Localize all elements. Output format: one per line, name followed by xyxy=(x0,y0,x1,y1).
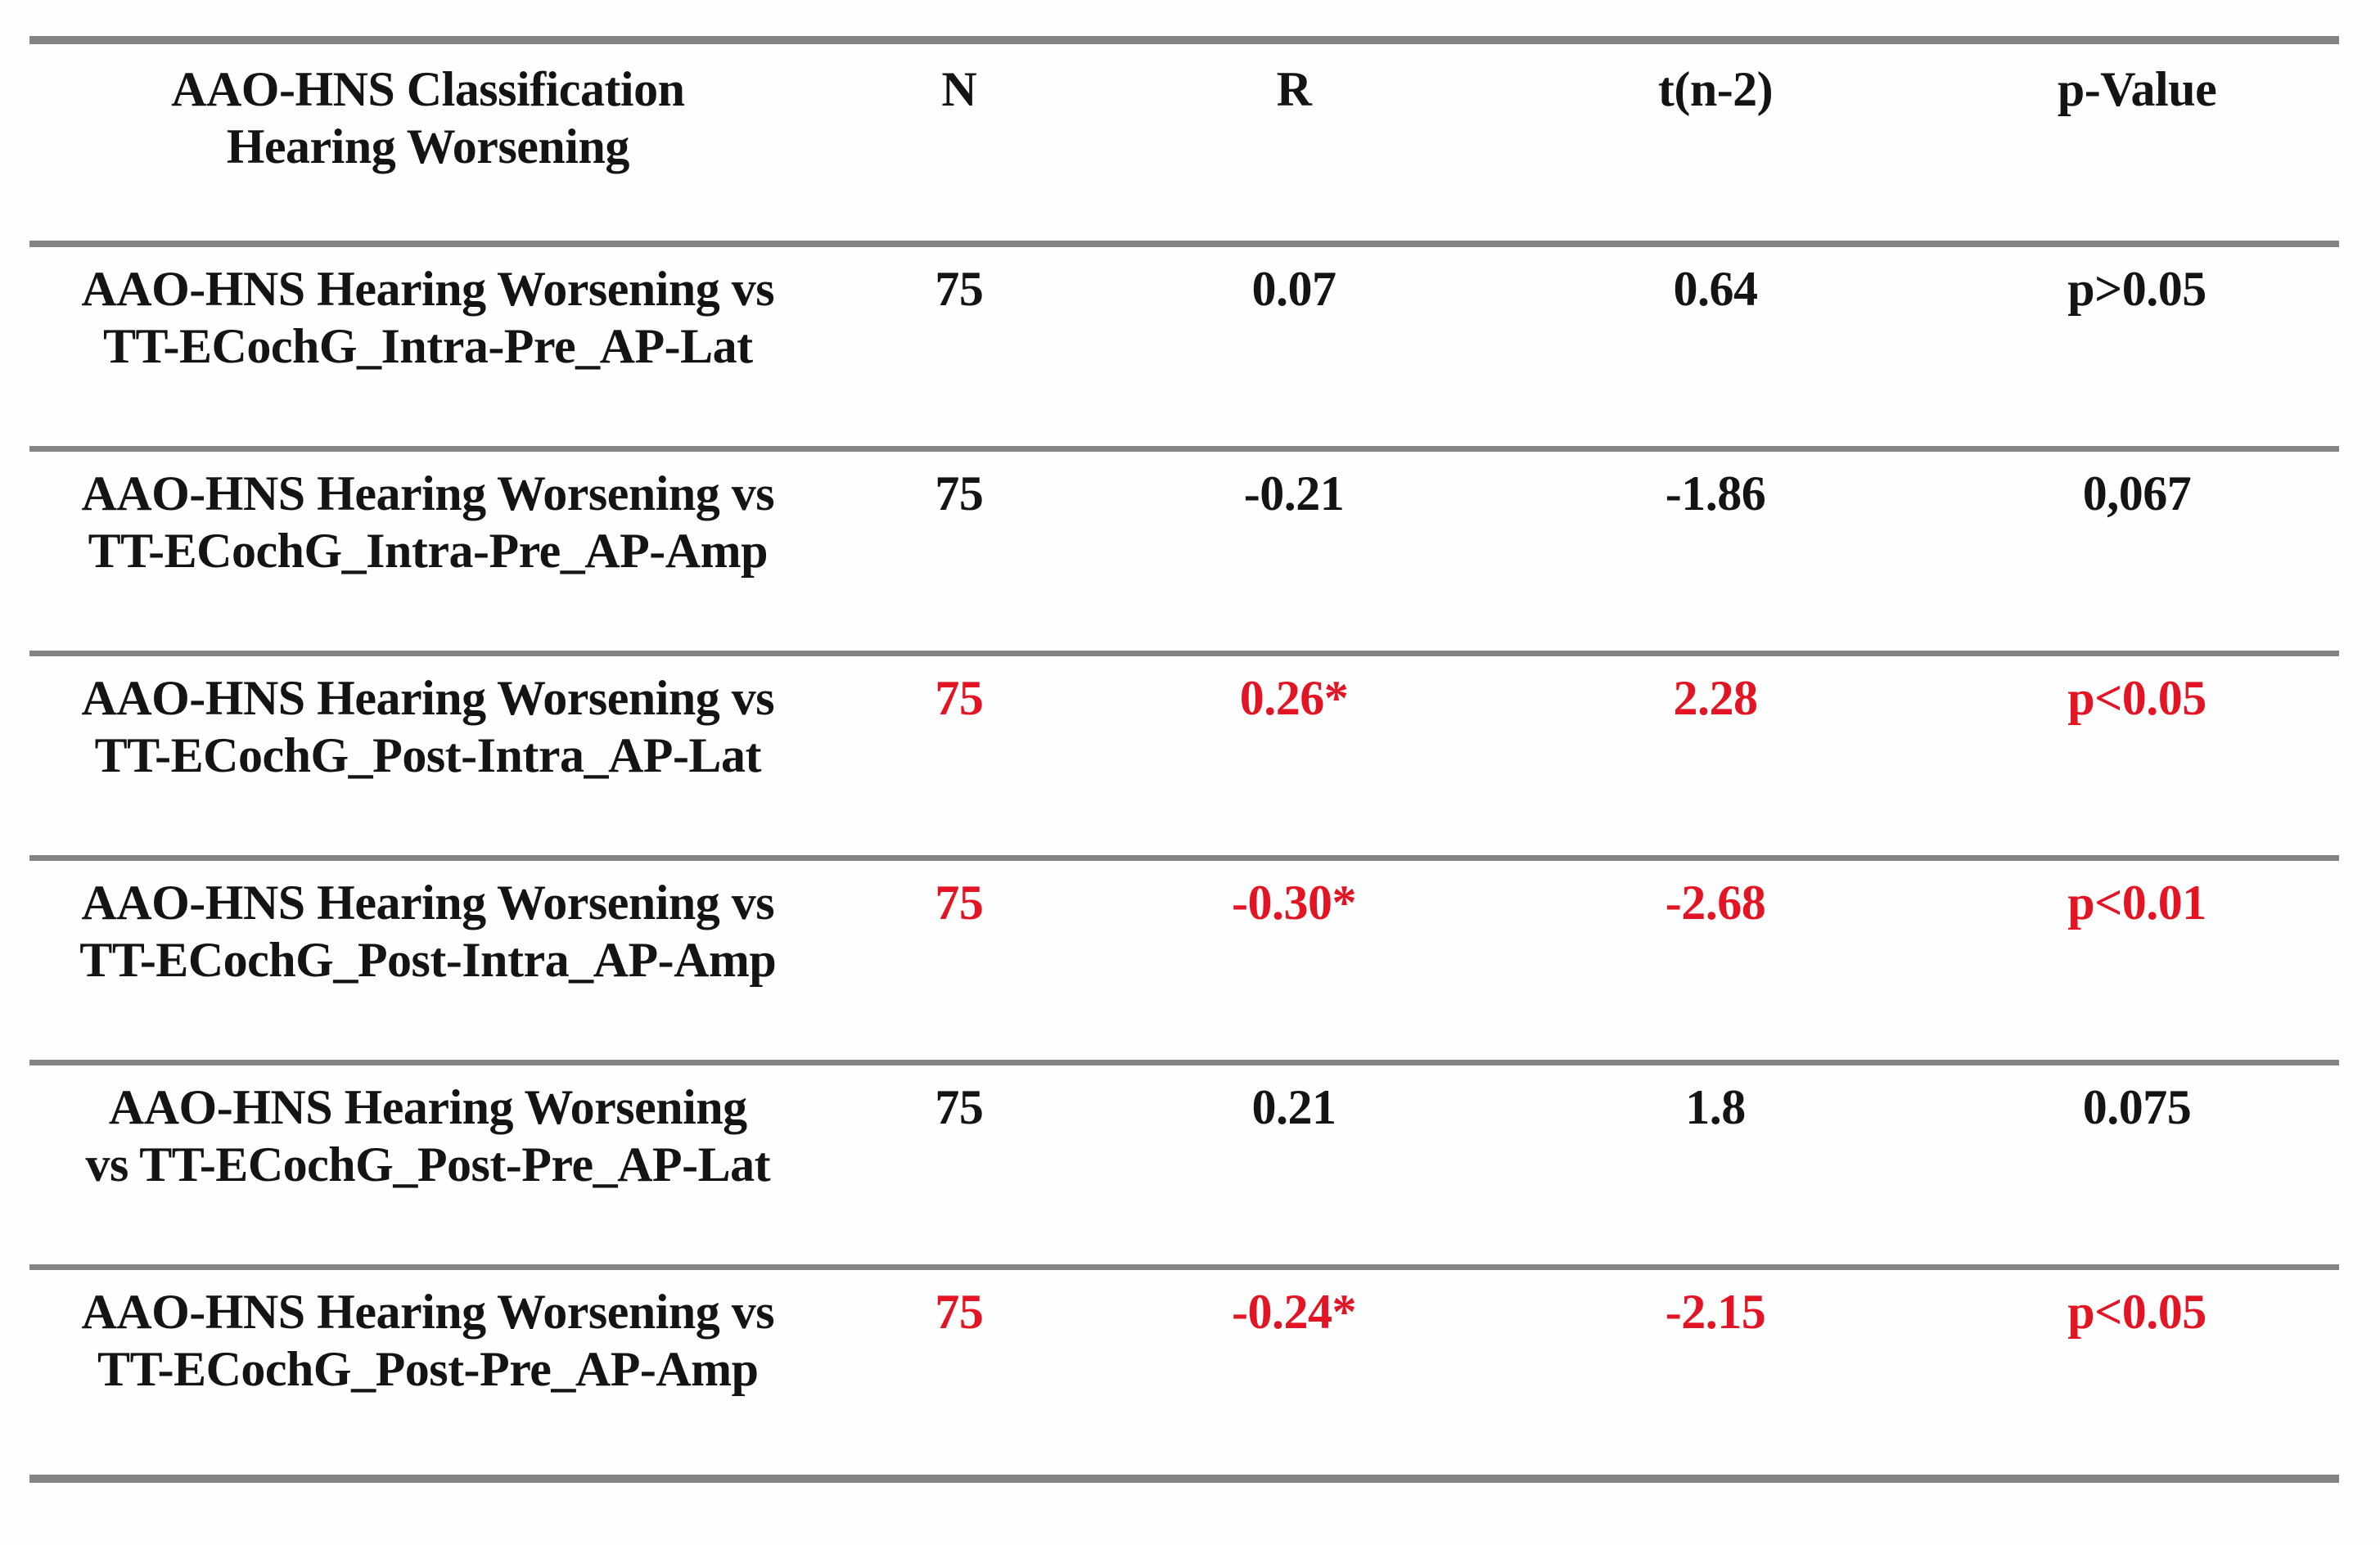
cell-r-value: 0.21 xyxy=(1251,1080,1336,1134)
cell-t-value: -1.86 xyxy=(1665,466,1766,520)
row-label-line1: AAO-HNS Hearing Worsening vs xyxy=(81,671,775,725)
row-label: AAO-HNS Hearing Worsening vs TT-ECochG_P… xyxy=(29,1283,827,1475)
cell-n-value: 75 xyxy=(935,671,984,725)
correlation-table: AAO-HNS Classification Hearing Worsening… xyxy=(29,36,2339,1483)
cell-n-value: 75 xyxy=(935,262,984,316)
table-row: AAO-HNS Hearing Worsening vs TT-ECochG_I… xyxy=(29,247,2339,452)
row-label: AAO-HNS Hearing Worsening vs TT-ECochG_P… xyxy=(29,669,827,855)
cell-p-value: p<0.01 xyxy=(2067,876,2206,930)
header-classification: AAO-HNS Classification Hearing Worsening xyxy=(29,61,827,241)
cell-t-value: 2.28 xyxy=(1673,671,1759,725)
cell-t-value: 0.64 xyxy=(1673,262,1759,316)
row-label: AAO-HNS Hearing Worsening vs TT-ECochG_I… xyxy=(29,465,827,651)
cell-p-value: p<0.05 xyxy=(2067,671,2206,725)
row-label-line1: AAO-HNS Hearing Worsening vs xyxy=(81,1285,775,1339)
cell-n-value: 75 xyxy=(935,466,984,520)
header-classification-line1: AAO-HNS Classification xyxy=(171,62,685,116)
table-row: AAO-HNS Hearing Worsening vs TT-ECochG_P… xyxy=(29,1270,2339,1475)
cell-p-value: 0.075 xyxy=(2082,1080,2192,1134)
cell-r-value: -0.30* xyxy=(1232,876,1356,930)
cell-r-value: 0.07 xyxy=(1251,262,1336,316)
row-label: AAO-HNS Hearing Worsening vs TT-ECochG_P… xyxy=(29,874,827,1060)
row-label-line2: TT-ECochG_Intra-Pre_AP-Amp xyxy=(88,524,769,578)
cell-t-value: 1.8 xyxy=(1685,1080,1746,1134)
cell-r-value: 0.26* xyxy=(1239,671,1349,725)
cell-n-value: 75 xyxy=(935,1285,984,1339)
table-body: AAO-HNS Hearing Worsening vs TT-ECochG_I… xyxy=(29,247,2339,1475)
header-r: R xyxy=(1276,62,1312,116)
row-label: AAO-HNS Hearing Worsening vs TT-ECochG_P… xyxy=(29,1079,827,1264)
row-label-line1: AAO-HNS Hearing Worsening vs xyxy=(81,466,775,520)
header-t: t(n-2) xyxy=(1657,62,1774,116)
row-label-line2: TT-ECochG_Post-Intra_AP-Lat xyxy=(94,728,762,782)
cell-n-value: 75 xyxy=(935,1080,984,1134)
cell-t-value: -2.68 xyxy=(1665,876,1766,930)
cell-p-value: 0,067 xyxy=(2082,466,2192,520)
table-row: AAO-HNS Hearing Worsening vs TT-ECochG_P… xyxy=(29,656,2339,861)
row-label-line2: TT-ECochG_Post-Pre_AP-Amp xyxy=(97,1342,759,1396)
cell-n-value: 75 xyxy=(935,876,984,930)
row-label-line1: AAO-HNS Hearing Worsening xyxy=(108,1080,747,1134)
table-header-row: AAO-HNS Classification Hearing Worsening… xyxy=(29,44,2339,247)
table-row: AAO-HNS Hearing Worsening vs TT-ECochG_P… xyxy=(29,1065,2339,1270)
header-n: N xyxy=(941,62,977,116)
row-label-line1: AAO-HNS Hearing Worsening vs xyxy=(81,262,775,316)
header-classification-line2: Hearing Worsening xyxy=(226,119,630,173)
row-label-line1: AAO-HNS Hearing Worsening vs xyxy=(81,876,775,930)
cell-t-value: -2.15 xyxy=(1665,1285,1766,1339)
row-label-line2: TT-ECochG_Intra-Pre_AP-Lat xyxy=(102,319,753,373)
table-row: AAO-HNS Hearing Worsening vs TT-ECochG_I… xyxy=(29,452,2339,656)
cell-p-value: p>0.05 xyxy=(2067,262,2206,316)
header-p: p-Value xyxy=(2057,62,2217,116)
row-label: AAO-HNS Hearing Worsening vs TT-ECochG_I… xyxy=(29,260,827,446)
cell-r-value: -0.24* xyxy=(1232,1285,1356,1339)
table-row: AAO-HNS Hearing Worsening vs TT-ECochG_P… xyxy=(29,861,2339,1065)
row-label-line2: TT-ECochG_Post-Intra_AP-Amp xyxy=(79,933,777,987)
row-label-line2: vs TT-ECochG_Post-Pre_AP-Lat xyxy=(85,1137,771,1191)
cell-p-value: p<0.05 xyxy=(2067,1285,2206,1339)
cell-r-value: -0.21 xyxy=(1243,466,1345,520)
